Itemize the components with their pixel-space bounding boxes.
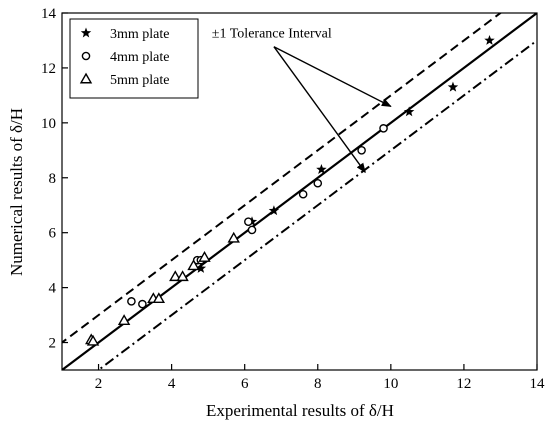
y-tick-label: 14 bbox=[41, 6, 57, 22]
circle-data-point bbox=[244, 217, 253, 227]
x-tick-label: 6 bbox=[241, 376, 249, 392]
star-data-point bbox=[316, 164, 327, 174]
legend-star-icon bbox=[80, 27, 92, 38]
circle-data-point bbox=[247, 225, 257, 235]
x-tick-label: 4 bbox=[168, 376, 176, 392]
circle-data-point bbox=[138, 299, 147, 309]
legend-box bbox=[69, 18, 199, 99]
circle-data-point bbox=[379, 124, 388, 133]
legend-entry-label: 4mm plate bbox=[110, 50, 170, 65]
y-tick-label: 12 bbox=[41, 61, 56, 77]
legend-triangle-icon bbox=[79, 72, 93, 84]
x-axis-title: Experimental results of δ/H bbox=[206, 401, 394, 420]
star-data-point bbox=[484, 34, 495, 45]
reference-line-dashdot bbox=[96, 39, 537, 370]
triangle-data-point bbox=[187, 259, 200, 271]
x-tick-label: 10 bbox=[383, 376, 398, 392]
legend-circle-icon bbox=[81, 51, 91, 61]
circle-data-point bbox=[313, 178, 323, 188]
y-tick-label: 6 bbox=[49, 226, 57, 242]
star-data-point bbox=[195, 262, 207, 273]
x-tick-label: 12 bbox=[456, 376, 471, 392]
triangle-data-point bbox=[176, 270, 189, 282]
star-data-point bbox=[268, 205, 280, 216]
annotation-arrow bbox=[273, 46, 366, 174]
triangle-data-point bbox=[152, 292, 166, 304]
circle-data-point bbox=[357, 146, 366, 155]
y-axis-title: Numerical results of δ/H bbox=[7, 108, 26, 276]
x-tick-label: 8 bbox=[314, 376, 322, 392]
circle-data-point bbox=[298, 189, 308, 199]
y-tick-label: 10 bbox=[41, 116, 56, 132]
legend-entry-label: 3mm plate bbox=[110, 27, 170, 42]
triangle-data-point bbox=[169, 270, 182, 282]
y-tick-label: 4 bbox=[49, 281, 57, 297]
triangle-data-point bbox=[227, 231, 240, 243]
triangle-data-point bbox=[86, 334, 100, 346]
y-tick-label: 8 bbox=[49, 171, 57, 187]
annotation-arrow bbox=[273, 46, 392, 107]
star-data-point bbox=[403, 106, 415, 117]
star-data-point bbox=[447, 81, 459, 92]
triangle-data-point bbox=[198, 250, 211, 262]
triangle-data-point bbox=[117, 314, 131, 326]
legend-entry-label: 5mm plate bbox=[110, 73, 170, 88]
plot-frame bbox=[61, 12, 538, 371]
circle-data-point bbox=[127, 297, 136, 306]
reference-line-solid bbox=[62, 13, 537, 370]
x-tick-label: 14 bbox=[530, 376, 546, 392]
y-tick-label: 2 bbox=[49, 336, 57, 352]
tolerance-annotation: ±1 Tolerance Interval bbox=[212, 27, 332, 42]
x-tick-label: 2 bbox=[95, 376, 103, 392]
reference-line-dashed bbox=[62, 13, 503, 344]
